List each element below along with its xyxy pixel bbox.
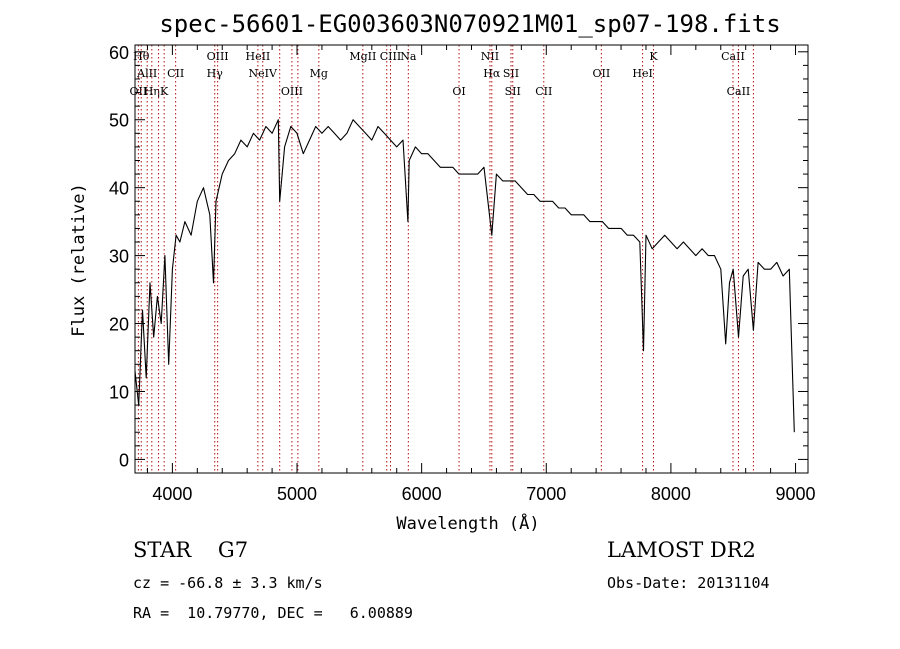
- spectral-line-label: Hη: [144, 85, 160, 98]
- redshift-label: cz = -66.8 ± 3.3 km/s: [133, 574, 323, 592]
- spectral-line-label: NeIV: [249, 67, 278, 80]
- x-tick-label: 4000: [152, 484, 192, 504]
- spectral-line-label: OII: [593, 67, 611, 80]
- spectral-line-label: SII: [503, 67, 519, 80]
- spectral-line-label: Hγ: [207, 67, 224, 80]
- spectral-line-label: K: [649, 50, 658, 63]
- y-tick-label: 50: [109, 111, 129, 131]
- y-tick-label: 10: [109, 382, 129, 402]
- y-tick-label: 40: [109, 179, 129, 199]
- survey-label: LAMOST DR2: [607, 538, 756, 562]
- x-tick-label: 7000: [526, 484, 566, 504]
- spectral-line-label: SII: [505, 85, 521, 98]
- x-axis-label: Wavelength (Å): [396, 512, 539, 534]
- spectral-line-label: CII: [535, 85, 552, 98]
- y-tick-label: 20: [109, 315, 129, 335]
- x-tick-label: 9000: [776, 484, 816, 504]
- spectral-line-label: NII: [481, 50, 499, 63]
- spectrum-series-line: [134, 119, 795, 433]
- coordinates-label: RA = 10.79770, DEC = 6.00889: [133, 604, 413, 622]
- spectral-line-label: OIII: [281, 85, 303, 98]
- spectral-line-label: CIII: [380, 50, 401, 63]
- obs-date-label: Obs-Date: 20131104: [607, 574, 770, 592]
- spectral-line-label: Hθ: [133, 50, 150, 63]
- spectral-line-label: CII: [167, 67, 184, 80]
- x-tick-label: 6000: [402, 484, 442, 504]
- spectral-line-label: HeII: [245, 50, 270, 63]
- plot-frame: [134, 44, 809, 474]
- spectral-line-label: Na: [400, 50, 417, 63]
- spectral-line-label: K: [160, 85, 169, 98]
- spectral-line-label: Mg: [310, 67, 328, 80]
- y-tick-label: 60: [109, 43, 129, 63]
- x-tick-label: 5000: [277, 484, 317, 504]
- x-tick-label: 8000: [651, 484, 691, 504]
- chart-title: spec-56601-EG003603N070921M01_sp07-198.f…: [159, 10, 780, 38]
- spectral-line-label: AlII: [136, 67, 157, 80]
- spectral-line-label: OII: [130, 85, 148, 98]
- spectral-line-label: Hα: [483, 67, 501, 80]
- spectral-line-label: HeI: [632, 67, 652, 80]
- spectral-line-label: MgII: [349, 50, 376, 63]
- y-axis-label: Flux (relative): [69, 183, 89, 337]
- y-tick-label: 0: [119, 450, 129, 470]
- spectral-line-label: CaII: [727, 85, 751, 98]
- spectral-line-label: CaII: [721, 50, 745, 63]
- spectral-line-label: OI: [452, 85, 465, 98]
- spectral-line-label: OIII: [207, 50, 229, 63]
- object-class-label: STAR G7: [133, 538, 249, 562]
- y-tick-label: 30: [109, 247, 129, 267]
